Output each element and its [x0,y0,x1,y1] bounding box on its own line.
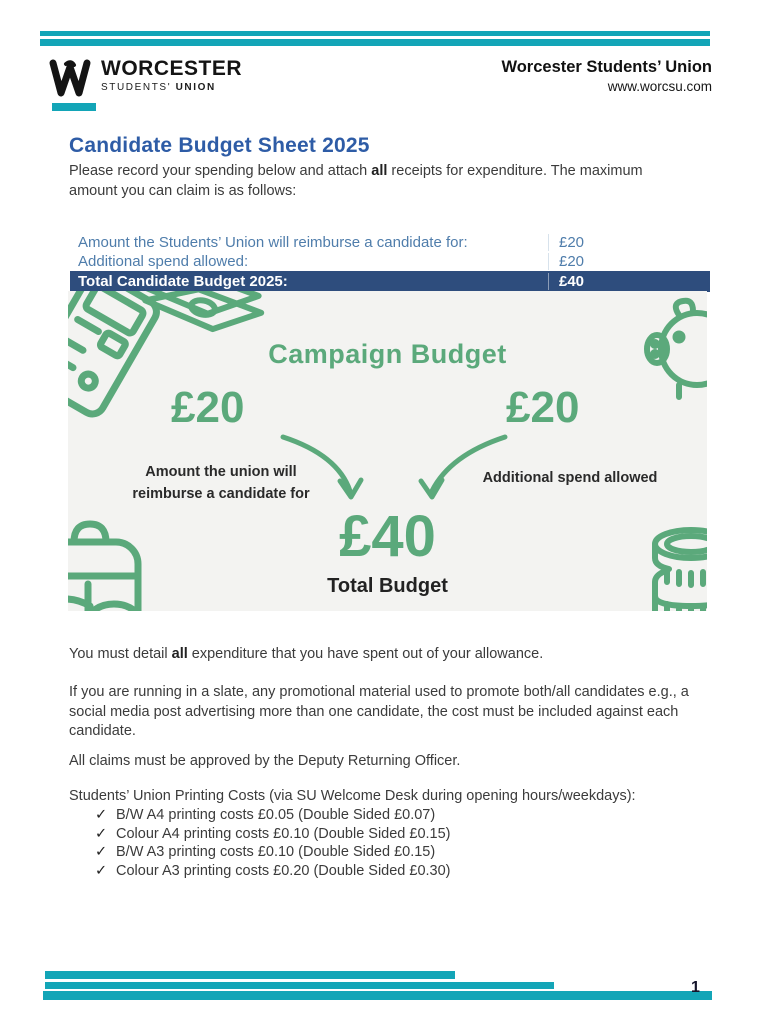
footer-accent-bar-medium [45,982,554,989]
table-row: Additional spend allowed: £20 [70,252,710,271]
org-website: www.worcsu.com [607,79,712,94]
header-org-block: Worcester Students’ Union www.worcsu.com [501,58,712,94]
additional-amount-label: Additional spend allowed [482,470,658,486]
checkmark-icon: ✓ [95,862,108,879]
intro-bold-word: all [371,163,388,179]
coin-stack-illustration-icon [652,527,707,611]
total-budget-amount: £40 [339,504,436,569]
backpack-illustration-icon [68,520,142,611]
union-monogram-icon [49,59,91,97]
list-item: ✓ Colour A3 printing costs £0.20 (Double… [95,862,451,881]
header-accent-bar-thin [40,31,710,36]
table-row-label: Amount the Students’ Union will reimburs… [78,234,468,251]
page-title: Candidate Budget Sheet 2025 [69,134,370,157]
printing-costs-list: ✓ B/W A4 printing costs £0.05 (Double Si… [95,806,451,880]
table-row-label: Total Candidate Budget 2025: [78,273,288,290]
page-number: 1 [691,979,700,996]
additional-amount: £20 [506,383,580,432]
footer-accent-bar-long [43,991,712,1000]
header-teal-chip [52,103,96,111]
banknotes-illustration-icon [135,291,265,333]
infographic-title: Campaign Budget [268,339,507,369]
intro-paragraph: Please record your spending below and at… [69,163,643,199]
table-row-value: £20 [548,253,710,270]
table-row-total: Total Candidate Budget 2025: £40 [70,271,710,292]
table-row-value: £40 [548,273,710,290]
arrows-to-total-icon [280,434,508,500]
calculator-illustration-icon [68,291,160,418]
list-item: ✓ B/W A3 printing costs £0.10 (Double Si… [95,843,451,862]
list-item: ✓ Colour A4 printing costs £0.10 (Double… [95,825,451,844]
org-name: Worcester Students’ Union [501,58,712,76]
logo-subbrand-text: STUDENTS' UNION [101,82,216,93]
checkmark-icon: ✓ [95,807,108,823]
table-row-value: £20 [548,234,710,251]
printing-costs-heading: Students’ Union Printing Costs (via SU W… [69,788,636,804]
reimburse-amount-label: Amount the union will reimburse a candid… [132,464,310,502]
budget-table: Amount the Students’ Union will reimburs… [70,233,710,292]
list-item: ✓ B/W A4 printing costs £0.05 (Double Si… [95,806,451,825]
checkmark-icon: ✓ [95,825,108,842]
paragraph-bold-word: all [171,646,188,662]
paragraph-claims-approval: All claims must be approved by the Deput… [69,753,461,769]
total-budget-label: Total Budget [327,575,448,597]
logo-brand-text: WORCESTER [101,57,242,80]
header-accent-bar-thick [40,39,710,46]
union-logo: WORCESTER STUDENTS' UNION [48,58,242,98]
list-item-text: Colour A3 printing costs £0.20 (Double S… [116,862,451,879]
list-item-text: B/W A3 printing costs £0.10 (Double Side… [116,844,436,861]
paragraph-slate-rule: If you are running in a slate, any promo… [69,684,689,739]
piggy-bank-illustration-icon [644,297,707,400]
reimburse-amount: £20 [171,383,245,432]
table-row-label: Additional spend allowed: [78,253,249,270]
table-row: Amount the Students’ Union will reimburs… [70,233,710,252]
footer-accent-bar-short [45,971,455,979]
checkmark-icon: ✓ [95,844,108,861]
list-item-text: Colour A4 printing costs £0.10 (Double S… [116,825,451,842]
campaign-budget-infographic: Campaign Budget £20 £20 Amount the union… [68,291,707,611]
paragraph-detail-expenditure: You must detail all expenditure that you… [69,646,544,662]
list-item-text: B/W A4 printing costs £0.05 (Double Side… [116,807,436,823]
